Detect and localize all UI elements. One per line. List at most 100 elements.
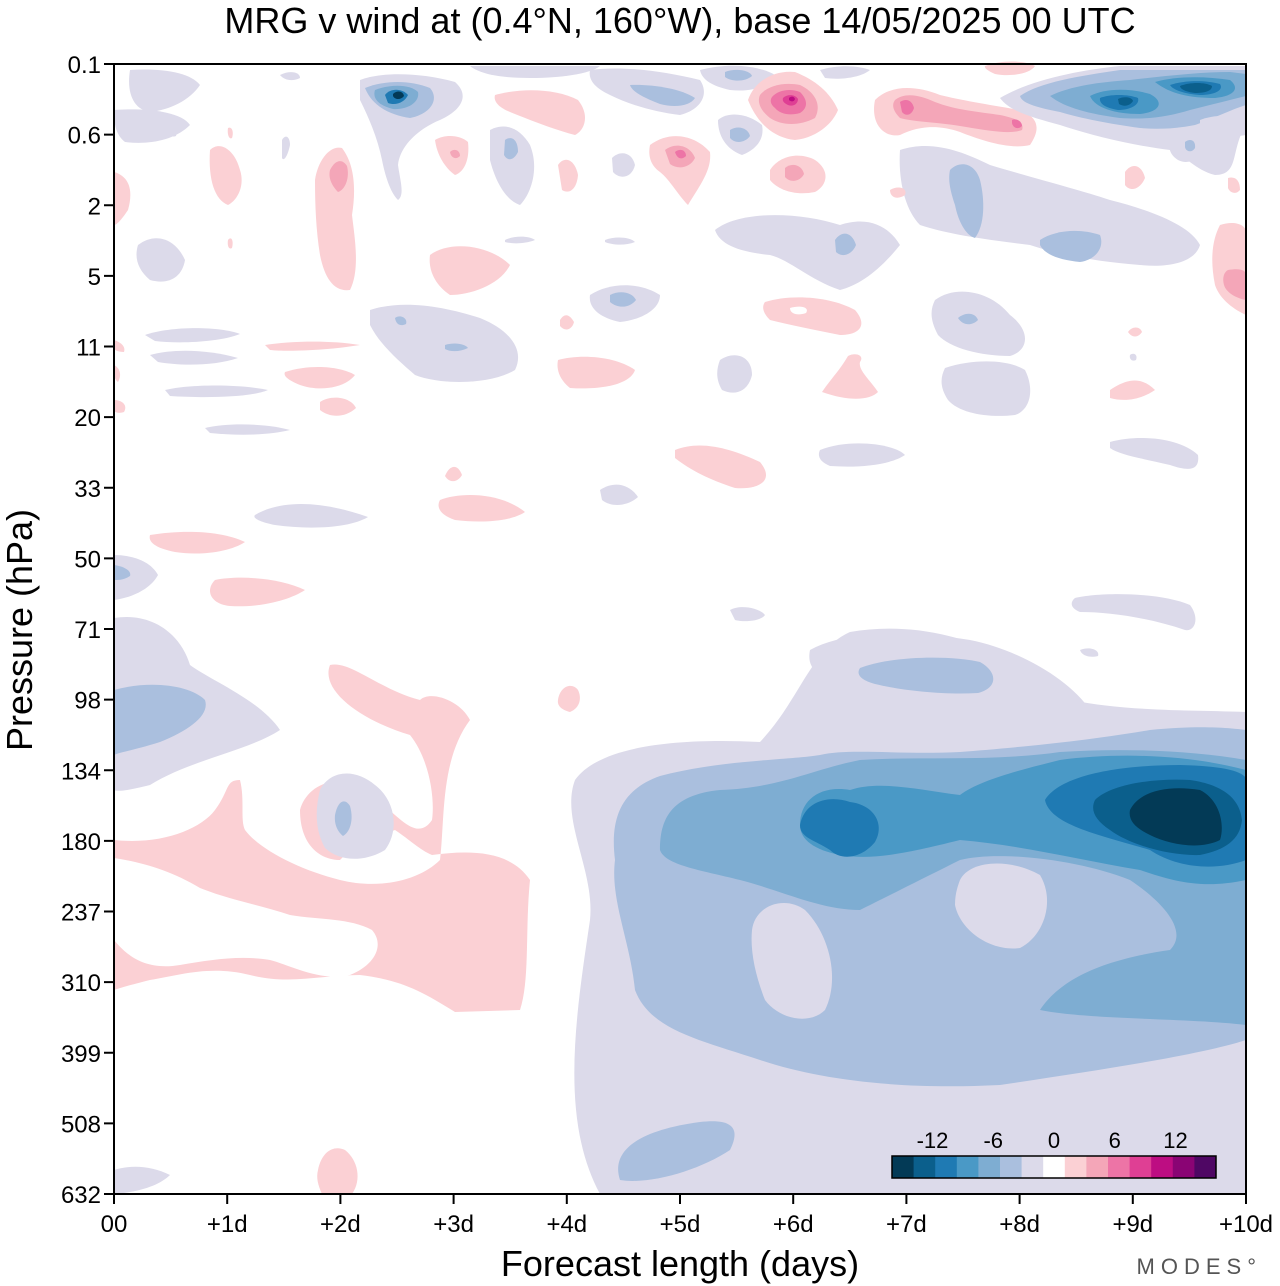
y-tick-label: 508 — [61, 1111, 101, 1138]
contour-region — [1118, 97, 1133, 106]
x-tick-label: +2d — [320, 1211, 361, 1238]
contour-region — [1040, 230, 1102, 262]
x-tick-label: +3d — [433, 1211, 474, 1238]
y-tick-label: 71 — [74, 617, 101, 644]
colorbar-swatch — [1194, 1156, 1217, 1178]
contour-region — [557, 685, 580, 712]
contour-region — [114, 1166, 170, 1194]
contour-region — [114, 555, 158, 600]
y-axis: 0.1 0.6 2 5 11 20 33 50 71 98 134 180 237 310 399 508 63… — [61, 52, 114, 1209]
contour-region — [1110, 380, 1155, 400]
contour-region — [114, 109, 190, 143]
colorbar-swatch — [1043, 1156, 1066, 1178]
contour-region — [751, 902, 833, 1019]
contour-region — [560, 315, 574, 330]
chart-title: MRG v wind at (0.4°N, 160°W), base 14/05… — [224, 0, 1135, 41]
contour-region — [129, 69, 200, 112]
contour-region — [893, 95, 1023, 133]
contour-region — [789, 96, 795, 102]
y-tick-label: 50 — [74, 546, 101, 573]
contour-region — [610, 292, 636, 307]
contour-region — [785, 164, 804, 181]
contour-region — [730, 127, 750, 142]
contour-region — [395, 316, 407, 326]
y-tick-label: 632 — [61, 1182, 101, 1209]
y-tick-label: 5 — [88, 264, 101, 291]
x-tick-label: +4d — [546, 1211, 587, 1238]
contour-region — [1129, 353, 1137, 361]
contour-region — [900, 100, 914, 115]
colorbar-swatch — [978, 1156, 1001, 1178]
contour-region — [725, 69, 752, 81]
contour-region — [136, 238, 185, 282]
contour-region — [890, 187, 906, 198]
colorbar-tick-label: 0 — [1048, 1128, 1060, 1153]
colorbar-swatch — [1172, 1156, 1195, 1178]
y-tick-label: 11 — [76, 335, 101, 362]
y-tick-label: 310 — [61, 970, 101, 997]
colorbar-swatch — [1000, 1156, 1023, 1178]
contour-region — [438, 495, 525, 522]
contour-region — [114, 565, 131, 580]
contour-region — [114, 340, 125, 352]
contour-region — [150, 350, 238, 365]
contour-region — [504, 138, 518, 160]
contour-region — [445, 343, 468, 352]
colorbar-swatch — [1151, 1156, 1174, 1178]
colorbar-swatch — [1129, 1156, 1152, 1178]
contour-region — [334, 801, 352, 836]
y-tick-label: 0.6 — [68, 123, 101, 150]
contour-region — [630, 84, 695, 106]
contour-region — [790, 306, 807, 315]
y-tick-label: 134 — [61, 758, 101, 785]
contour-region — [329, 161, 348, 192]
contour-region — [282, 136, 290, 160]
contour-region — [1128, 327, 1142, 337]
contour-region — [205, 424, 290, 435]
contour-region — [675, 445, 766, 489]
contour-region — [145, 328, 240, 343]
contour-region — [931, 291, 1025, 356]
contour-region — [675, 149, 686, 159]
x-tick-label: +10d — [1219, 1211, 1273, 1238]
y-tick-label: 20 — [74, 405, 101, 432]
contour-field — [114, 61, 1246, 1194]
contour-region — [209, 146, 242, 205]
contour-region — [1223, 269, 1246, 300]
contour-region — [858, 657, 994, 694]
contour-region — [1080, 648, 1099, 657]
contour-region — [317, 1148, 358, 1194]
contour-region — [227, 127, 233, 139]
contour-region — [949, 164, 984, 238]
x-tick-label: +9d — [1112, 1211, 1153, 1238]
contour-region — [1125, 166, 1145, 190]
contour-region — [494, 90, 586, 135]
contour-region — [835, 233, 856, 256]
colorbar-frame — [891, 1155, 1217, 1179]
y-tick-label: 399 — [61, 1041, 101, 1068]
contour-region — [450, 149, 460, 159]
y-tick-label: 180 — [61, 829, 101, 856]
contour-region — [114, 400, 126, 413]
contour-region — [1129, 788, 1222, 846]
colorbar-swatch — [913, 1156, 936, 1178]
x-tick-label: +8d — [999, 1211, 1040, 1238]
contour-region — [1010, 63, 1030, 74]
contour-region — [1110, 438, 1199, 469]
contour-region — [114, 172, 131, 225]
contour-region — [820, 66, 870, 79]
contour-region — [941, 361, 1031, 416]
contour-region — [470, 66, 600, 78]
x-tick-label: +1d — [207, 1211, 248, 1238]
contour-region — [227, 238, 233, 249]
x-tick-label: +5d — [660, 1211, 701, 1238]
y-tick-label: 2 — [88, 193, 101, 220]
contour-region — [210, 577, 305, 607]
contour-region — [818, 443, 905, 467]
contour-region — [730, 607, 765, 622]
contour-region — [715, 215, 900, 290]
contour-region — [558, 159, 578, 192]
modes-brand: MODES° — [1137, 1254, 1262, 1279]
contour-region — [165, 385, 268, 398]
